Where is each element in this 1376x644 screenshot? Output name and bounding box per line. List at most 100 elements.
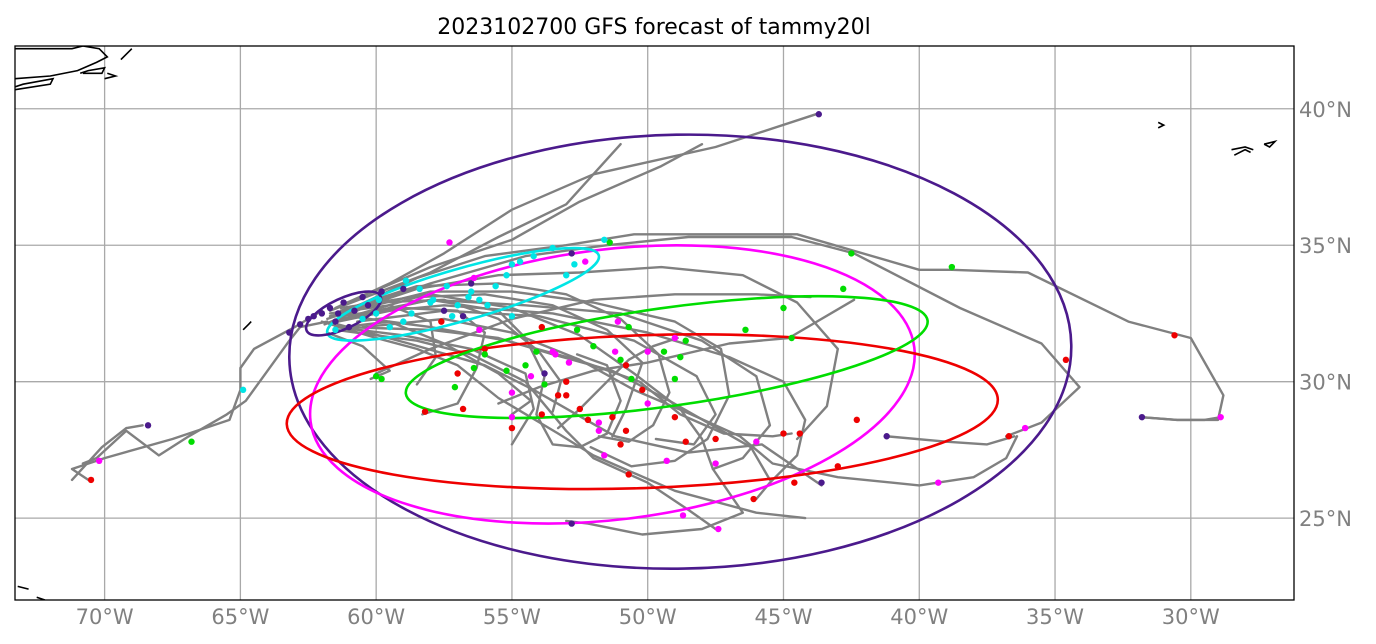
- marker-cyan: [416, 285, 423, 293]
- marker-green: [948, 263, 956, 271]
- marker-magenta: [671, 334, 679, 342]
- marker-purple: [334, 310, 342, 317]
- marker-green: [671, 375, 679, 383]
- marker-purple: [468, 280, 475, 287]
- marker-purple: [296, 321, 304, 328]
- marker-green: [848, 250, 855, 257]
- marker-purple: [359, 293, 366, 301]
- marker-red: [712, 435, 719, 443]
- marker-purple: [815, 111, 822, 118]
- forecast-track: [556, 336, 679, 430]
- lon-tick-label: 40°W: [890, 605, 948, 629]
- map-title: 2023102700 GFS forecast of tammy20l: [437, 15, 871, 40]
- ellipse-magenta: [308, 243, 917, 525]
- marker-magenta: [95, 457, 103, 465]
- marker-magenta: [644, 348, 651, 355]
- ellipse-outer: [288, 133, 1073, 570]
- forecast-track: [336, 323, 823, 487]
- marker-magenta: [935, 479, 942, 486]
- marker-red: [671, 413, 679, 421]
- marker-cyan: [530, 252, 537, 260]
- marker-purple: [332, 318, 339, 325]
- lon-tick-label: 50°W: [619, 605, 677, 629]
- marker-magenta: [679, 512, 687, 519]
- marker-red: [554, 392, 562, 399]
- marker-green: [742, 326, 749, 334]
- forecast-track: [339, 282, 671, 443]
- marker-purple: [568, 250, 575, 257]
- marker-red: [622, 427, 630, 434]
- marker-purple: [345, 323, 353, 331]
- marker-green: [788, 334, 795, 342]
- marker-cyan: [372, 310, 380, 317]
- marker-magenta: [712, 460, 719, 467]
- marker-cyan: [601, 236, 608, 243]
- coastline: [1231, 146, 1254, 151]
- marker-cyan: [408, 310, 415, 317]
- marker-red: [481, 345, 488, 353]
- lat-tick-label: 35°N: [1299, 234, 1352, 258]
- marker-red: [791, 479, 798, 486]
- marker-cyan: [476, 296, 483, 304]
- marker-cyan: [448, 312, 456, 320]
- marker-green: [372, 373, 380, 380]
- marker-purple: [318, 310, 326, 317]
- marker-magenta: [527, 373, 535, 380]
- marker-red: [617, 441, 624, 448]
- marker-green: [378, 375, 385, 383]
- lon-tick-label: 55°W: [483, 605, 541, 629]
- marker-green: [533, 348, 540, 355]
- marker-red: [853, 416, 861, 424]
- forecast-track: [885, 435, 1016, 446]
- probability-ellipses: [285, 133, 1073, 570]
- coastlines: [15, 46, 1278, 600]
- marker-magenta: [508, 413, 516, 421]
- lon-tick-label: 35°W: [1026, 605, 1084, 629]
- marker-cyan: [443, 282, 450, 290]
- marker-cyan: [492, 282, 499, 290]
- forecast-track: [328, 304, 438, 386]
- marker-magenta: [663, 457, 670, 465]
- forecast-track: [339, 142, 704, 307]
- gridlines: [15, 46, 1294, 600]
- marker-magenta: [552, 351, 559, 358]
- marker-purple: [541, 370, 548, 377]
- marker-red: [796, 430, 803, 437]
- marker-purple: [310, 312, 317, 320]
- marker-cyan: [359, 315, 366, 323]
- map-frame: [14, 45, 1295, 601]
- marker-red: [1171, 332, 1178, 339]
- marker-cyan: [468, 288, 475, 295]
- marker-purple: [286, 329, 293, 336]
- marker-purple: [364, 302, 372, 309]
- longitude-tick-labels: 70°W 65°W 60°W 55°W 50°W 45°W 40°W 35°W 30°W: [76, 605, 1220, 629]
- marker-cyan: [386, 323, 393, 331]
- marker-green: [590, 342, 597, 350]
- marker-purple: [818, 479, 825, 486]
- marker-purple: [459, 312, 467, 320]
- forecast-track: [331, 293, 644, 438]
- marker-green: [677, 353, 684, 361]
- marker-red: [609, 413, 616, 421]
- marker-green: [840, 285, 847, 293]
- forecast-track: [81, 320, 329, 465]
- forecast-track: [347, 315, 793, 438]
- marker-cyan: [503, 272, 510, 279]
- marker-cyan: [563, 272, 570, 279]
- coastline: [17, 585, 29, 590]
- lon-tick-label: 65°W: [211, 605, 269, 629]
- lon-tick-label: 70°W: [76, 605, 134, 629]
- marker-red: [622, 362, 630, 369]
- marker-purple: [440, 307, 448, 314]
- marker-red: [1062, 356, 1070, 364]
- marker-magenta: [565, 359, 573, 366]
- marker-red: [1005, 433, 1013, 440]
- coastline: [1233, 148, 1251, 156]
- plot-area: [15, 46, 1294, 600]
- forecast-track: [328, 142, 622, 312]
- coastline: [104, 72, 119, 80]
- marker-purple: [568, 520, 575, 527]
- marker-green: [573, 326, 581, 334]
- marker-cyan: [549, 244, 556, 252]
